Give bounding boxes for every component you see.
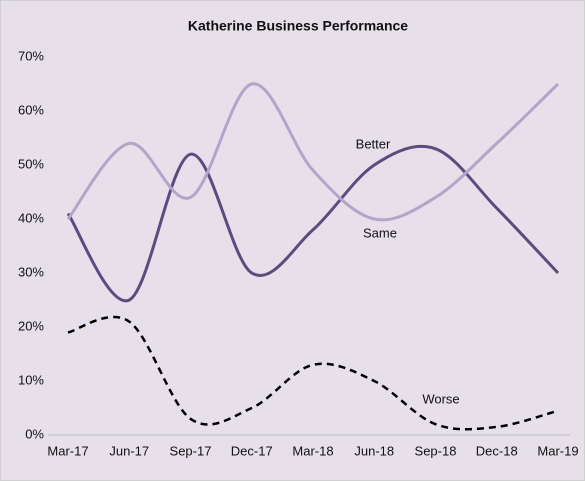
y-tick-label: 30% (18, 264, 44, 279)
y-tick-label: 0% (25, 426, 44, 441)
x-tick-label: Mar-19 (537, 443, 578, 458)
series-label: Same (363, 225, 397, 240)
x-tick-label: Dec-18 (476, 443, 518, 458)
series-line (67, 315, 559, 431)
series-label: Better (356, 136, 391, 151)
x-tick-label: Dec-17 (231, 443, 273, 458)
y-tick-label: 50% (18, 156, 44, 171)
x-tick-label: Mar-18 (292, 443, 333, 458)
y-tick-label: 70% (18, 48, 44, 63)
y-tick-label: 60% (18, 102, 44, 117)
series-line (66, 144, 560, 303)
x-tick-label: Jun-18 (354, 443, 394, 458)
x-tick-label: Sep-17 (170, 443, 212, 458)
series-label: Worse (422, 391, 459, 406)
x-tick-label: Sep-18 (415, 443, 457, 458)
y-tick-label: 10% (18, 372, 44, 387)
y-tick-label: 40% (18, 210, 44, 225)
x-tick-label: Jun-17 (109, 443, 149, 458)
series-line (66, 82, 560, 222)
y-tick-label: 20% (18, 318, 44, 333)
x-tick-label: Mar-17 (47, 443, 88, 458)
chart-title: Katherine Business Performance (188, 18, 408, 34)
